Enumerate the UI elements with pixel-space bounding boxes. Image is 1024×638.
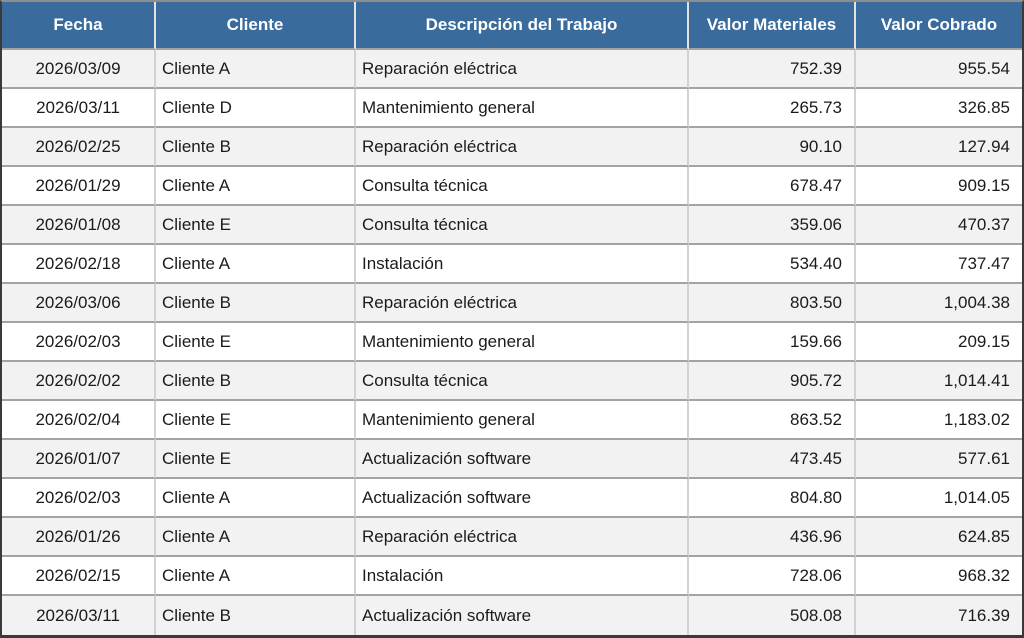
column-header-valor_materiales: Valor Materiales	[689, 2, 856, 50]
cell-fecha: 2026/02/15	[2, 557, 156, 596]
cell-valor_materiales: 803.50	[689, 284, 856, 323]
cell-valor_materiales: 90.10	[689, 128, 856, 167]
table-row: 2026/03/09 Cliente A Reparación eléctrica 7…	[2, 50, 1022, 89]
table-row: 2026/02/03 Cliente E Mantenimiento general…	[2, 323, 1022, 362]
cell-cliente: Cliente A	[156, 557, 356, 596]
cell-fecha: 2026/03/06	[2, 284, 156, 323]
table-row: 2026/03/06 Cliente B Reparación eléctrica 8…	[2, 284, 1022, 323]
cell-descripcion: Reparación eléctrica	[356, 50, 689, 89]
cell-cliente: Cliente A	[156, 245, 356, 284]
cell-valor_cobrado: 624.85	[856, 518, 1022, 557]
cell-cliente: Cliente A	[156, 167, 356, 206]
cell-descripcion: Reparación eléctrica	[356, 128, 689, 167]
cell-cliente: Cliente B	[156, 128, 356, 167]
cell-valor_materiales: 863.52	[689, 401, 856, 440]
cell-valor_materiales: 678.47	[689, 167, 856, 206]
cell-valor_materiales: 359.06	[689, 206, 856, 245]
table-row: 2026/02/03 Cliente A Actualización softwar…	[2, 479, 1022, 518]
cell-fecha: 2026/03/11	[2, 89, 156, 128]
table-body: 2026/03/09 Cliente A Reparación eléctrica 7…	[2, 50, 1022, 635]
cell-descripcion: Reparación eléctrica	[356, 518, 689, 557]
cell-cliente: Cliente E	[156, 323, 356, 362]
cell-descripcion: Actualización software	[356, 596, 689, 635]
cell-valor_cobrado: 1,183.02	[856, 401, 1022, 440]
header-row: Fecha Cliente Descripción del Trabajo Valor…	[2, 2, 1022, 50]
cell-valor_cobrado: 127.94	[856, 128, 1022, 167]
cell-descripcion: Mantenimiento general	[356, 323, 689, 362]
cell-descripcion: Mantenimiento general	[356, 89, 689, 128]
cell-fecha: 2026/02/02	[2, 362, 156, 401]
cell-valor_cobrado: 955.54	[856, 50, 1022, 89]
cell-fecha: 2026/02/04	[2, 401, 156, 440]
cell-valor_materiales: 265.73	[689, 89, 856, 128]
cell-descripcion: Consulta técnica	[356, 362, 689, 401]
cell-cliente: Cliente A	[156, 518, 356, 557]
cell-descripcion: Actualización software	[356, 479, 689, 518]
cell-valor_cobrado: 909.15	[856, 167, 1022, 206]
table-row: 2026/02/04 Cliente E Mantenimiento general…	[2, 401, 1022, 440]
cell-valor_cobrado: 968.32	[856, 557, 1022, 596]
cell-valor_cobrado: 1,014.41	[856, 362, 1022, 401]
cell-fecha: 2026/02/25	[2, 128, 156, 167]
cell-descripcion: Instalación	[356, 557, 689, 596]
column-header-fecha: Fecha	[2, 2, 156, 50]
table-row: 2026/03/11 Cliente B Actualización softwar…	[2, 596, 1022, 635]
cell-descripcion: Reparación eléctrica	[356, 284, 689, 323]
cell-descripcion: Consulta técnica	[356, 167, 689, 206]
cell-descripcion: Actualización software	[356, 440, 689, 479]
cell-cliente: Cliente B	[156, 284, 356, 323]
cell-fecha: 2026/02/03	[2, 323, 156, 362]
cell-descripcion: Consulta técnica	[356, 206, 689, 245]
cell-cliente: Cliente A	[156, 479, 356, 518]
cell-valor_materiales: 159.66	[689, 323, 856, 362]
table-row: 2026/02/18 Cliente A Instalación 534.40 737.…	[2, 245, 1022, 284]
table-row: 2026/02/02 Cliente B Consulta técnica 905.7…	[2, 362, 1022, 401]
cell-valor_materiales: 905.72	[689, 362, 856, 401]
cell-fecha: 2026/02/03	[2, 479, 156, 518]
table-row: 2026/02/25 Cliente B Reparación eléctrica 9…	[2, 128, 1022, 167]
cell-valor_materiales: 804.80	[689, 479, 856, 518]
cell-valor_materiales: 436.96	[689, 518, 856, 557]
table-row: 2026/01/08 Cliente E Consulta técnica 359.0…	[2, 206, 1022, 245]
cell-cliente: Cliente B	[156, 362, 356, 401]
cell-fecha: 2026/02/18	[2, 245, 156, 284]
cell-fecha: 2026/01/29	[2, 167, 156, 206]
table-row: 2026/01/07 Cliente E Actualización softwar…	[2, 440, 1022, 479]
cell-fecha: 2026/01/26	[2, 518, 156, 557]
column-header-cliente: Cliente	[156, 2, 356, 50]
cell-descripcion: Mantenimiento general	[356, 401, 689, 440]
cell-fecha: 2026/03/11	[2, 596, 156, 635]
cell-cliente: Cliente E	[156, 206, 356, 245]
cell-fecha: 2026/01/08	[2, 206, 156, 245]
table-row: 2026/01/29 Cliente A Consulta técnica 678.4…	[2, 167, 1022, 206]
cell-valor_cobrado: 577.61	[856, 440, 1022, 479]
cell-valor_materiales: 728.06	[689, 557, 856, 596]
cell-valor_cobrado: 1,014.05	[856, 479, 1022, 518]
cell-cliente: Cliente D	[156, 89, 356, 128]
table-row: 2026/03/11 Cliente D Mantenimiento general…	[2, 89, 1022, 128]
cell-fecha: 2026/03/09	[2, 50, 156, 89]
cell-fecha: 2026/01/07	[2, 440, 156, 479]
table-row: 2026/01/26 Cliente A Reparación eléctrica 4…	[2, 518, 1022, 557]
cell-cliente: Cliente B	[156, 596, 356, 635]
cell-valor_cobrado: 326.85	[856, 89, 1022, 128]
cell-valor_materiales: 534.40	[689, 245, 856, 284]
cell-valor_cobrado: 716.39	[958, 605, 1010, 625]
column-header-valor_cobrado: Valor Cobrado	[856, 2, 1022, 50]
cell-valor_cobrado: 1,004.38	[856, 284, 1022, 323]
cell-descripcion: Instalación	[356, 245, 689, 284]
cell-valor_cobrado: 209.15	[856, 323, 1022, 362]
column-header-descripcion: Descripción del Trabajo	[356, 2, 689, 50]
cell-valor_materiales: 752.39	[689, 50, 856, 89]
cell-cliente: Cliente A	[156, 50, 356, 89]
cell-valor_cobrado: 737.47	[856, 245, 1022, 284]
cell-valor_materiales: 473.45	[689, 440, 856, 479]
cell-cliente: Cliente E	[156, 401, 356, 440]
cell-cliente: Cliente E	[156, 440, 356, 479]
table-row: 2026/02/15 Cliente A Instalación 728.06 968.…	[2, 557, 1022, 596]
cell-valor_cobrado: 470.37	[856, 206, 1022, 245]
cell-valor_materiales: 508.08	[689, 596, 856, 635]
